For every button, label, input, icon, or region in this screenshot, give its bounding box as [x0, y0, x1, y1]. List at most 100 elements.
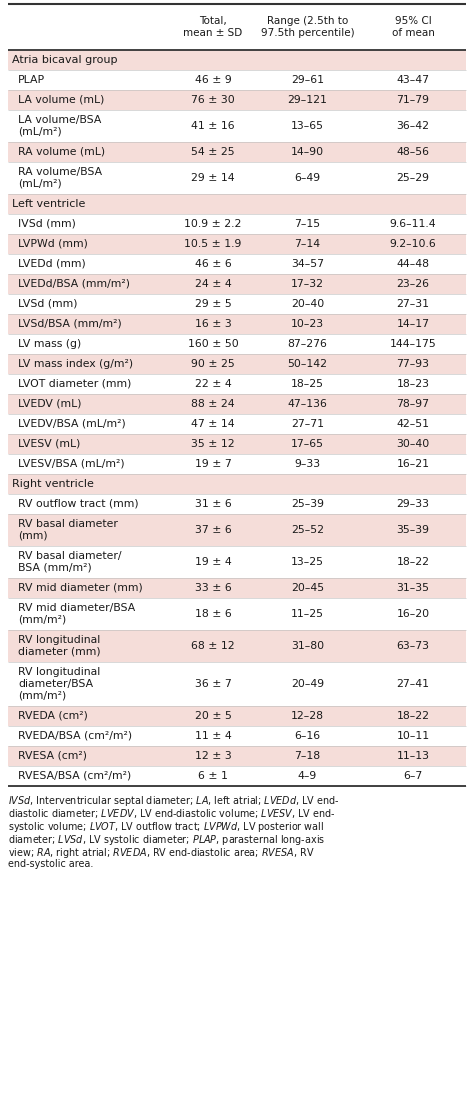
Bar: [8, 473, 466, 494]
Text: LVEDd (mm): LVEDd (mm): [18, 259, 86, 269]
Bar: [8, 294, 466, 313]
Text: 29 ± 5: 29 ± 5: [195, 299, 231, 309]
Text: diastolic diameter; $\it{LVEDV}$, LV end-diastolic volume; $\it{LVESV}$, LV end-: diastolic diameter; $\it{LVEDV}$, LV end…: [8, 807, 336, 820]
Bar: [8, 235, 466, 254]
Text: 6–49: 6–49: [294, 173, 320, 183]
Text: 17–32: 17–32: [291, 279, 324, 289]
Text: 31–35: 31–35: [396, 583, 429, 593]
Text: 76 ± 30: 76 ± 30: [191, 95, 235, 105]
Text: 34–57: 34–57: [291, 259, 324, 269]
Text: 22 ± 4: 22 ± 4: [195, 379, 231, 389]
Text: LVEDV (mL): LVEDV (mL): [18, 399, 82, 409]
Text: Right ventricle: Right ventricle: [12, 479, 94, 489]
Text: 7–14: 7–14: [294, 239, 320, 249]
Text: Left ventricle: Left ventricle: [12, 199, 85, 209]
Text: 9.6–11.4: 9.6–11.4: [390, 219, 436, 229]
Bar: [8, 274, 466, 294]
Text: LVESV/BSA (mL/m²): LVESV/BSA (mL/m²): [18, 459, 125, 469]
Text: RV basal diameter
(mm): RV basal diameter (mm): [18, 520, 118, 541]
Text: 13–25: 13–25: [291, 557, 324, 567]
Text: RV longitudinal
diameter (mm): RV longitudinal diameter (mm): [18, 635, 100, 657]
Text: 9–33: 9–33: [294, 459, 320, 469]
Text: LVSd (mm): LVSd (mm): [18, 299, 78, 309]
Bar: [8, 746, 466, 766]
Text: $\it{IVSd}$, Interventricular septal diameter; $\it{LA}$, left atrial; $\it{LVED: $\it{IVSd}$, Interventricular septal dia…: [8, 794, 340, 808]
Text: 27–31: 27–31: [396, 299, 429, 309]
Bar: [8, 374, 466, 393]
Text: 31 ± 6: 31 ± 6: [195, 499, 231, 509]
Text: RA volume (mL): RA volume (mL): [18, 147, 105, 157]
Bar: [8, 598, 466, 630]
Text: end-systolic area.: end-systolic area.: [8, 859, 93, 869]
Text: 18–23: 18–23: [396, 379, 429, 389]
Text: 27–41: 27–41: [396, 680, 429, 689]
Bar: [8, 414, 466, 434]
Text: Atria bicaval group: Atria bicaval group: [12, 55, 118, 65]
Bar: [8, 142, 466, 162]
Text: 144–175: 144–175: [390, 339, 437, 349]
Text: RVESA/BSA (cm²/m²): RVESA/BSA (cm²/m²): [18, 770, 131, 781]
Text: 42–51: 42–51: [396, 419, 429, 429]
Text: 6–7: 6–7: [403, 770, 423, 781]
Text: 95% CI
of mean: 95% CI of mean: [392, 15, 435, 38]
Text: 36–42: 36–42: [396, 121, 429, 132]
Bar: [8, 630, 466, 662]
Text: 46 ± 9: 46 ± 9: [195, 75, 231, 85]
Bar: [8, 162, 466, 194]
Text: 29–33: 29–33: [396, 499, 429, 509]
Text: 29–61: 29–61: [291, 75, 324, 85]
Text: 18 ± 6: 18 ± 6: [195, 609, 231, 619]
Text: 63–73: 63–73: [396, 641, 429, 651]
Text: diameter; $\it{LVSd}$, LV systolic diameter; $\it{PLAP}$, parasternal long-axis: diameter; $\it{LVSd}$, LV systolic diame…: [8, 833, 325, 847]
Text: 4–9: 4–9: [298, 770, 317, 781]
Text: Range (2.5th to
97.5th percentile): Range (2.5th to 97.5th percentile): [261, 15, 354, 38]
Bar: [8, 110, 466, 142]
Bar: [8, 726, 466, 746]
Text: 24 ± 4: 24 ± 4: [195, 279, 231, 289]
Text: 9.2–10.6: 9.2–10.6: [390, 239, 437, 249]
Bar: [8, 393, 466, 414]
Text: 11 ± 4: 11 ± 4: [195, 731, 231, 741]
Text: LVSd/BSA (mm/m²): LVSd/BSA (mm/m²): [18, 319, 122, 329]
Text: LA volume/BSA
(mL/m²): LA volume/BSA (mL/m²): [18, 115, 101, 137]
Text: 88 ± 24: 88 ± 24: [191, 399, 235, 409]
Text: 35–39: 35–39: [396, 525, 429, 535]
Text: 6–16: 6–16: [294, 731, 320, 741]
Text: 160 ± 50: 160 ± 50: [188, 339, 238, 349]
Text: LV mass index (g/m²): LV mass index (g/m²): [18, 359, 133, 369]
Text: 14–17: 14–17: [396, 319, 429, 329]
Text: 90 ± 25: 90 ± 25: [191, 359, 235, 369]
Text: 16 ± 3: 16 ± 3: [195, 319, 231, 329]
Text: 10–11: 10–11: [396, 731, 429, 741]
Text: 19 ± 4: 19 ± 4: [195, 557, 231, 567]
Bar: [8, 254, 466, 274]
Text: 17–65: 17–65: [291, 439, 324, 449]
Bar: [8, 50, 466, 70]
Bar: [8, 434, 466, 454]
Text: 12–28: 12–28: [291, 711, 324, 721]
Text: Total,
mean ± SD: Total, mean ± SD: [183, 15, 243, 38]
Text: 18–22: 18–22: [396, 711, 429, 721]
Bar: [8, 578, 466, 598]
Text: 7–18: 7–18: [294, 751, 320, 761]
Text: 44–48: 44–48: [396, 259, 429, 269]
Text: 20–49: 20–49: [291, 680, 324, 689]
Text: LVOT diameter (mm): LVOT diameter (mm): [18, 379, 131, 389]
Bar: [8, 90, 466, 110]
Text: LVEDd/BSA (mm/m²): LVEDd/BSA (mm/m²): [18, 279, 130, 289]
Bar: [8, 494, 466, 514]
Text: RA volume/BSA
(mL/m²): RA volume/BSA (mL/m²): [18, 167, 102, 189]
Text: 10.9 ± 2.2: 10.9 ± 2.2: [184, 219, 242, 229]
Text: 25–29: 25–29: [396, 173, 429, 183]
Text: 87–276: 87–276: [288, 339, 328, 349]
Text: systolic volume; $\it{LVOT}$, LV outflow tract; $\it{LVPWd}$, LV posterior wall: systolic volume; $\it{LVOT}$, LV outflow…: [8, 820, 324, 834]
Bar: [8, 334, 466, 354]
Text: 10.5 ± 1.9: 10.5 ± 1.9: [184, 239, 242, 249]
Text: 37 ± 6: 37 ± 6: [195, 525, 231, 535]
Text: LVPWd (mm): LVPWd (mm): [18, 239, 88, 249]
Text: RV mid diameter (mm): RV mid diameter (mm): [18, 583, 143, 593]
Text: 78–97: 78–97: [396, 399, 429, 409]
Bar: [8, 546, 466, 578]
Bar: [8, 194, 466, 214]
Text: RV basal diameter/
BSA (mm/m²): RV basal diameter/ BSA (mm/m²): [18, 551, 121, 573]
